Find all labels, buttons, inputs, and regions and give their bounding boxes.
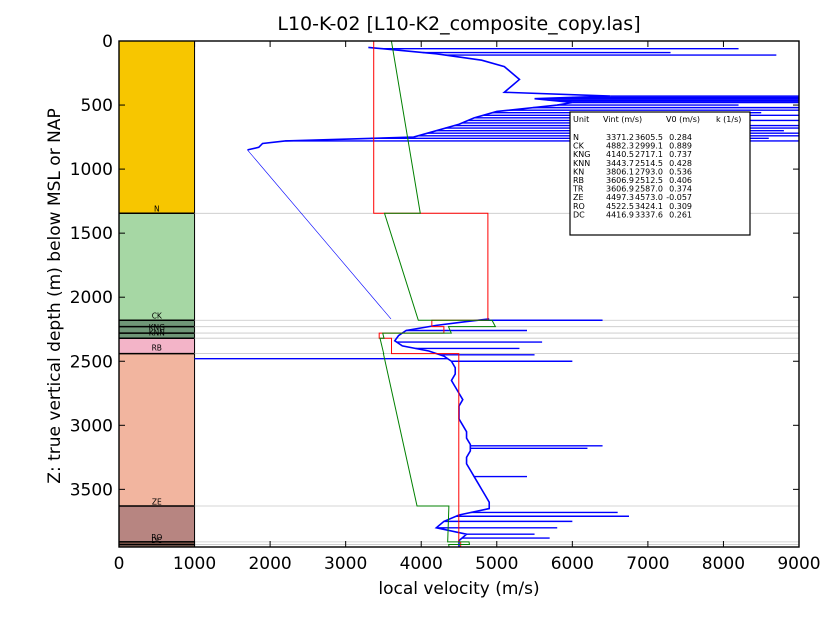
table-cell-k: 0.284 xyxy=(669,133,692,142)
table-cell-vint: 4416.9 xyxy=(606,210,634,219)
table-cell-k: 0.428 xyxy=(669,159,692,168)
x-tick-label: 9000 xyxy=(777,554,820,574)
table-cell-vint: 3606.9 xyxy=(606,176,634,185)
table-cell-v0: 2512.5 xyxy=(635,176,663,185)
x-tick-label: 8000 xyxy=(702,554,745,574)
table-cell-v0: 2717.1 xyxy=(635,150,663,159)
table-header-k: k (1/s) xyxy=(716,115,741,124)
table-cell-k: 0.536 xyxy=(669,167,692,176)
log-gap-connector xyxy=(247,149,392,320)
table-cell-k: 0.374 xyxy=(669,185,692,194)
table-cell-vint: 3606.9 xyxy=(606,185,634,194)
table-cell-unit: ZE xyxy=(573,193,584,202)
table-cell-unit: DC xyxy=(573,210,585,219)
strat-unit-n xyxy=(119,41,196,214)
column-label-ro: RO xyxy=(151,533,162,542)
table-header-vint: Vint (m/s) xyxy=(603,115,642,124)
table-cell-unit: RB xyxy=(573,176,584,185)
x-tick-label: 5000 xyxy=(475,554,518,574)
table-cell-v0: 2587.0 xyxy=(635,185,663,194)
table-cell-vint: 3443.7 xyxy=(606,159,634,168)
y-tick-label: 1500 xyxy=(70,224,113,244)
table-cell-v0: 2793.0 xyxy=(635,167,663,176)
y-tick-label: 0 xyxy=(102,32,113,52)
column-label-rb: RB xyxy=(152,344,162,353)
table-cell-k: 0.889 xyxy=(669,142,692,151)
velocity-table-box xyxy=(569,111,751,236)
column-label-knn: KNN xyxy=(149,328,165,337)
table-cell-v0: 2999.1 xyxy=(635,142,663,151)
table-cell-unit: TR xyxy=(572,185,584,194)
table-cell-k: -0.057 xyxy=(666,193,692,202)
strat-unit-kn xyxy=(119,212,196,321)
y-tick-label: 2500 xyxy=(70,352,113,372)
column-label-ze: ZE xyxy=(152,497,162,506)
y-axis-label: Z: true vertical depth (m) below MSL or … xyxy=(45,108,65,483)
y-tick-label: 500 xyxy=(81,96,113,116)
x-tick-label: 6000 xyxy=(551,554,594,574)
column-label-n: N xyxy=(154,205,160,214)
chart-title: L10-K-02 [L10-K2_composite_copy.las] xyxy=(277,13,640,35)
table-cell-v0: 2514.5 xyxy=(635,159,663,168)
table-cell-v0: 3337.6 xyxy=(635,210,663,219)
table-cell-vint: 4140.5 xyxy=(606,150,634,159)
axes-frame xyxy=(118,40,800,548)
table-cell-vint: 3806.1 xyxy=(606,167,634,176)
x-tick-label: 4000 xyxy=(400,554,443,574)
y-tick-label: 2000 xyxy=(70,288,113,308)
table-cell-unit: RO xyxy=(573,202,585,211)
interval-velocity-line xyxy=(373,41,489,547)
table-cell-vint: 3371.2 xyxy=(606,133,634,142)
y-tick-label: 1000 xyxy=(70,160,113,180)
x-tick-label: 1000 xyxy=(173,554,216,574)
y-tick-label: 3500 xyxy=(70,480,113,500)
table-cell-unit: KNN xyxy=(573,159,590,168)
x-tick-label: 2000 xyxy=(248,554,291,574)
table-cell-unit: KNG xyxy=(573,150,590,159)
table-cell-v0: 3424.1 xyxy=(635,202,663,211)
table-cell-v0: 3605.5 xyxy=(635,133,663,142)
x-tick-label: 3000 xyxy=(324,554,367,574)
table-header-unit: Unit xyxy=(573,115,589,124)
table-cell-vint: 4497.3 xyxy=(606,193,634,202)
table-cell-unit: KN xyxy=(573,167,584,176)
x-axis-label: local velocity (m/s) xyxy=(378,579,539,599)
y-tick-label: 3000 xyxy=(70,416,113,436)
sonic-log-line xyxy=(247,46,611,547)
linear-trend-line xyxy=(379,41,497,547)
table-cell-k: 0.261 xyxy=(669,210,692,219)
strat-unit-tr xyxy=(119,353,196,507)
x-tick-label: 7000 xyxy=(626,554,669,574)
table-cell-vint: 4882.3 xyxy=(606,142,634,151)
column-label-ck: CK xyxy=(152,312,163,321)
table-cell-k: 0.406 xyxy=(669,176,692,185)
column-label-dc: DC xyxy=(151,536,162,545)
axes: 0 1000 2000 3000 4000 5000 6000 7000 8000 9000 0 50… xyxy=(70,32,821,574)
table-cell-v0: 4573.0 xyxy=(635,193,663,202)
table-cell-unit: CK xyxy=(573,142,585,151)
table-cell-k: 0.309 xyxy=(669,202,692,211)
x-tick-label: 0 xyxy=(114,554,125,574)
table-cell-k: 0.737 xyxy=(669,150,692,159)
table-cell-vint: 4522.5 xyxy=(606,202,634,211)
column-label-kng: KNG xyxy=(149,323,166,332)
table-cell-unit: N xyxy=(573,133,579,142)
table-header-v0: V0 (m/s) xyxy=(666,115,700,124)
